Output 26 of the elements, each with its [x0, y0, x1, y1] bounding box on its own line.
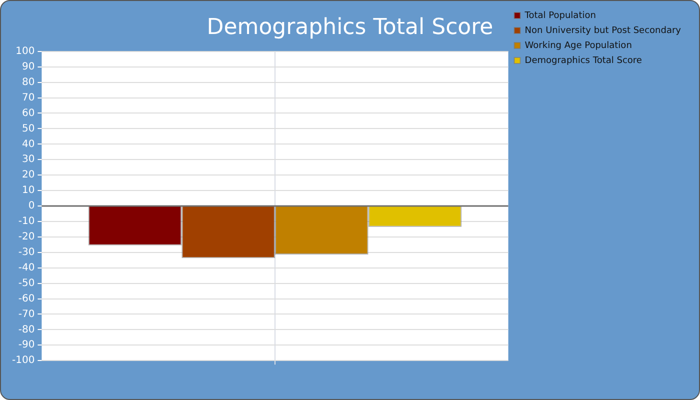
- legend-label: Total Population: [524, 10, 596, 21]
- y-tick-label: 100: [16, 46, 35, 57]
- y-tick-label: 0: [28, 200, 35, 212]
- y-tick-label: 40: [22, 138, 35, 150]
- y-tick-label: 10: [22, 185, 35, 196]
- y-tick-label: -10: [18, 216, 35, 228]
- y-tick-label: 60: [22, 108, 35, 119]
- legend-label: Working Age Population: [524, 40, 632, 51]
- y-tick-label: -60: [18, 293, 35, 304]
- legend-label: Demographics Total Score: [524, 56, 642, 66]
- y-tick-label: -30: [18, 246, 35, 258]
- y-tick-label: -90: [18, 340, 35, 351]
- y-tick-label: -40: [18, 262, 35, 274]
- legend-label: Non University but Post Secondary: [524, 26, 682, 36]
- y-tick-label: 30: [22, 154, 35, 166]
- y-tick-label: 20: [22, 170, 35, 181]
- y-tick-label: -50: [18, 278, 35, 289]
- y-tick-label: -100: [12, 355, 35, 366]
- y-tick-label: -70: [18, 308, 35, 320]
- chart-title: Demographics Total Score: [206, 14, 494, 40]
- y-tick-label: 90: [22, 61, 35, 72]
- y-tick-label: 80: [22, 76, 35, 88]
- y-tick-label: -20: [18, 232, 35, 243]
- y-tick-label: -80: [18, 324, 35, 336]
- y-tick-label: 50: [22, 123, 35, 134]
- y-tick-label: 70: [22, 92, 35, 104]
